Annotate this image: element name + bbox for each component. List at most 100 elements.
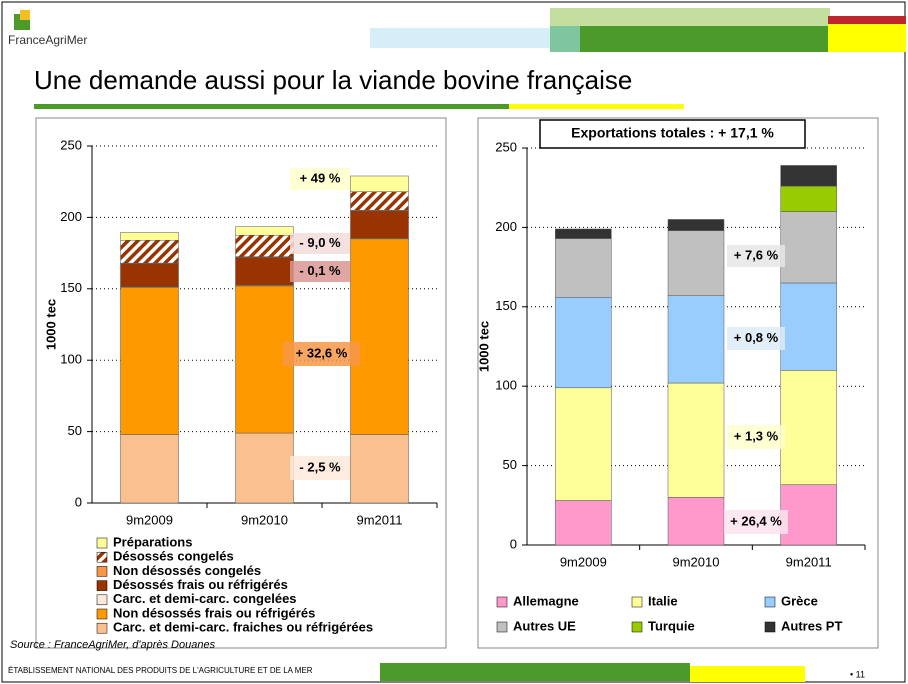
bar-segment xyxy=(235,226,294,236)
legend-swatch xyxy=(96,537,108,549)
bar-segment xyxy=(780,484,837,546)
legend-label: Autres UE xyxy=(513,618,576,633)
annotation: + 7,6 % xyxy=(734,247,779,262)
x-tick-label: 9m2011 xyxy=(356,512,402,527)
annotation-box xyxy=(727,425,785,449)
y-tick-label: 200 xyxy=(495,219,517,234)
annotation-box xyxy=(290,168,350,190)
decor xyxy=(509,104,684,109)
legend-label: Carc. et demi-carc. fraiches ou réfrigér… xyxy=(113,620,373,635)
legend-swatch xyxy=(764,621,776,633)
annotation-box xyxy=(283,342,360,366)
y-tick-label: 50 xyxy=(68,423,82,438)
decor xyxy=(828,16,906,24)
bar-segment xyxy=(120,287,179,435)
bar-segment xyxy=(780,282,837,371)
bar-segment xyxy=(235,235,294,257)
annotation-box xyxy=(290,233,350,254)
y-axis-label: 1000 tec xyxy=(476,321,491,372)
bar-segment xyxy=(667,382,725,498)
legend-label: Turquie xyxy=(648,618,695,633)
y-axis-label: 1000 tec xyxy=(43,299,58,350)
annotation: + 26,4 % xyxy=(730,513,782,528)
legend-swatch xyxy=(631,621,643,633)
decor xyxy=(370,28,550,48)
legend-swatch xyxy=(96,580,108,591)
bar-segment xyxy=(350,434,409,504)
annotation-box xyxy=(290,456,350,480)
decor xyxy=(550,8,830,26)
bar-segment xyxy=(350,175,409,192)
legend-label: Non désossés congelés xyxy=(113,563,261,578)
bar-segment xyxy=(235,432,294,504)
y-tick-label: 100 xyxy=(60,352,82,367)
bar-segment xyxy=(350,191,409,211)
annotation: + 49 % xyxy=(300,170,341,185)
chart-frame xyxy=(477,117,879,649)
decor xyxy=(580,26,830,52)
legend-swatch xyxy=(96,622,108,634)
logo-icon xyxy=(20,10,30,20)
source: Source : FranceAgriMer, d'après Douanes xyxy=(10,639,216,651)
y-tick-label: 0 xyxy=(510,536,517,551)
bar-segment xyxy=(667,295,725,384)
bar-segment xyxy=(120,232,179,241)
logo-text: FranceAgriMer xyxy=(8,33,87,47)
annotation: + 1,3 % xyxy=(734,428,779,443)
bar-segment xyxy=(780,211,837,284)
legend-label: Non désossés frais ou réfrigérés xyxy=(113,605,315,620)
legend-swatch xyxy=(96,551,108,563)
y-tick-label: 150 xyxy=(60,280,82,295)
annotation-box xyxy=(290,261,350,282)
y-tick-label: 100 xyxy=(495,378,517,393)
chart-frame xyxy=(35,117,447,649)
legend-swatch xyxy=(96,608,108,620)
bar-segment xyxy=(555,387,612,501)
y-tick-label: 250 xyxy=(495,139,517,154)
bar-segment xyxy=(120,239,179,264)
page-number: • 11 xyxy=(850,669,865,679)
bar-segment xyxy=(555,500,612,546)
annotation: - 2,5 % xyxy=(299,459,341,474)
x-tick-label: 9m2010 xyxy=(673,554,720,569)
legend-label: Préparations xyxy=(113,534,192,549)
legend-label: Carc. et demi-carc. congelées xyxy=(113,591,297,606)
bar-segment xyxy=(555,228,612,239)
legend-label: Allemagne xyxy=(513,593,579,608)
decor xyxy=(550,26,580,52)
decor xyxy=(828,24,906,52)
decor xyxy=(380,663,690,681)
bar-segment xyxy=(235,257,294,286)
bar-segment xyxy=(555,238,612,298)
slide-title: Une demande aussi pour la viande bovine … xyxy=(34,65,632,95)
y-tick-label: 200 xyxy=(60,209,82,224)
bar-segment xyxy=(667,230,725,296)
bar-segment xyxy=(120,434,179,504)
legend-swatch xyxy=(496,621,508,633)
annotation: - 0,1 % xyxy=(299,263,341,278)
legend-label: Grèce xyxy=(781,593,818,608)
legend-label: Désossés congelés xyxy=(113,549,234,564)
bar-segment xyxy=(120,263,179,287)
annotation-box xyxy=(727,327,785,350)
legend-label: Italie xyxy=(648,593,678,608)
legend-label: Désossés frais ou réfrigérés xyxy=(113,577,288,592)
bar-segment xyxy=(350,238,409,435)
x-tick-label: 9m2011 xyxy=(786,554,832,569)
y-tick-label: 50 xyxy=(503,457,517,472)
legend-swatch xyxy=(96,594,108,606)
legend-swatch xyxy=(96,566,108,577)
x-tick-label: 9m2010 xyxy=(241,512,288,527)
footer-text: ÉTABLISSEMENT NATIONAL DES PRODUITS DE L… xyxy=(8,666,313,675)
decor xyxy=(690,666,805,682)
annotation: + 32,6 % xyxy=(296,345,348,360)
legend-label: Autres PT xyxy=(781,618,842,633)
legend-swatch xyxy=(496,596,508,608)
title-box xyxy=(539,119,806,149)
x-tick-label: 9m2009 xyxy=(560,554,607,569)
annotation: - 9,0 % xyxy=(299,235,341,250)
annotation-box xyxy=(724,510,788,534)
decor xyxy=(34,104,509,109)
